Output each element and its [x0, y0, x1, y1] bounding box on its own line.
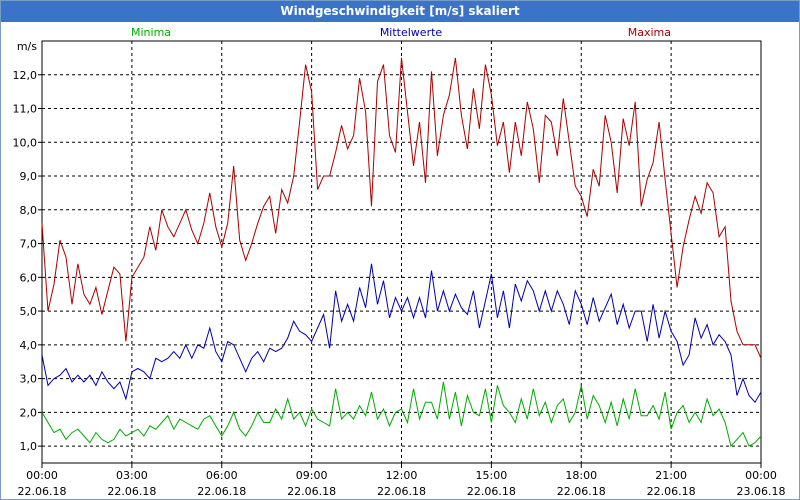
x-tick-time: 15:00: [476, 469, 508, 482]
series-line-minima: [41, 381, 762, 448]
y-axis-label: m/s: [17, 40, 37, 53]
x-tick-time: 18:00: [565, 469, 597, 482]
series-line-mittelwerte: [41, 263, 762, 404]
x-tick-date: 22.06.18: [647, 485, 696, 498]
x-tick-time: 12:00: [386, 469, 418, 482]
x-tick-date: 22.06.18: [467, 485, 516, 498]
x-tick-date: 22.06.18: [287, 485, 336, 498]
y-tick-label: 4,0: [20, 339, 38, 352]
x-tick-time: 06:00: [206, 469, 238, 482]
x-tick-time: 00:00: [745, 469, 777, 482]
y-tick-label: 9,0: [20, 170, 38, 183]
x-tick-date: 22.06.18: [197, 485, 246, 498]
x-tick-date: 22.06.18: [557, 485, 606, 498]
chart-title: Windgeschwindigkeit [m/s] skaliert: [1, 1, 799, 22]
x-tick-time: 09:00: [296, 469, 328, 482]
y-tick-label: 8,0: [20, 204, 38, 217]
legend-minima: Minima: [131, 26, 171, 39]
y-tick-label: 1,0: [20, 440, 38, 453]
x-tick-time: 21:00: [655, 469, 687, 482]
y-tick-label: 12,0: [13, 69, 38, 82]
y-tick-label: 11,0: [13, 103, 38, 116]
y-tick-label: 10,0: [13, 136, 38, 149]
x-tick-date: 22.06.18: [377, 485, 426, 498]
x-tick-time: 03:00: [116, 469, 148, 482]
x-tick-date: 22.06.18: [107, 485, 156, 498]
series-line-maxima: [41, 57, 762, 359]
x-tick-date: 22.06.18: [18, 485, 67, 498]
y-tick-label: 5,0: [20, 305, 38, 318]
y-tick-label: 6,0: [20, 271, 38, 284]
x-tick-date: 23.06.18: [737, 485, 786, 498]
legend-maxima: Maxima: [628, 26, 671, 39]
y-tick-label: 2,0: [20, 406, 38, 419]
y-tick-label: 7,0: [20, 238, 38, 251]
x-tick-time: 00:00: [26, 469, 58, 482]
legend-mittelwerte: Mittelwerte: [380, 26, 443, 39]
y-tick-label: 3,0: [20, 373, 38, 386]
